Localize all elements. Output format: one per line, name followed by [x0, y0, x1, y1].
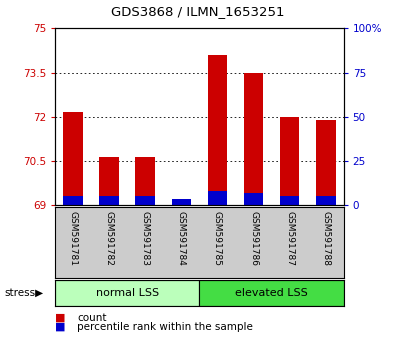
Bar	[199, 280, 344, 306]
Text: GSM591788: GSM591788	[321, 211, 330, 266]
Bar	[135, 156, 155, 205]
Bar	[100, 156, 119, 205]
Text: GSM591786: GSM591786	[249, 211, 258, 266]
Text: ■: ■	[55, 322, 66, 332]
Bar	[171, 199, 191, 205]
Text: GSM591782: GSM591782	[105, 211, 114, 266]
Text: GSM591785: GSM591785	[213, 211, 222, 266]
Bar	[208, 190, 228, 205]
Bar	[280, 117, 299, 205]
Text: GSM591784: GSM591784	[177, 211, 186, 266]
Text: normal LSS: normal LSS	[96, 288, 159, 298]
Text: stress▶: stress▶	[4, 288, 43, 298]
Bar	[64, 196, 83, 205]
Bar	[171, 199, 191, 205]
Bar	[208, 55, 228, 205]
Text: GDS3868 / ILMN_1653251: GDS3868 / ILMN_1653251	[111, 5, 284, 18]
Text: percentile rank within the sample: percentile rank within the sample	[77, 322, 253, 332]
Bar	[100, 196, 119, 205]
Text: ■: ■	[55, 313, 66, 322]
Text: count: count	[77, 313, 107, 322]
Text: GSM591781: GSM591781	[69, 211, 78, 266]
Bar	[316, 196, 335, 205]
Bar	[244, 73, 263, 205]
Text: elevated LSS: elevated LSS	[235, 288, 308, 298]
Bar	[135, 196, 155, 205]
Bar	[64, 112, 83, 205]
Bar	[316, 120, 335, 205]
Bar	[244, 193, 263, 205]
Text: GSM591787: GSM591787	[285, 211, 294, 266]
Bar	[280, 196, 299, 205]
Bar	[55, 280, 199, 306]
Text: GSM591783: GSM591783	[141, 211, 150, 266]
